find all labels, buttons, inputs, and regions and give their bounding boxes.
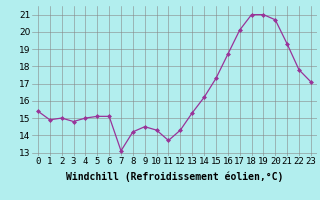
X-axis label: Windchill (Refroidissement éolien,°C): Windchill (Refroidissement éolien,°C) (66, 172, 283, 182)
